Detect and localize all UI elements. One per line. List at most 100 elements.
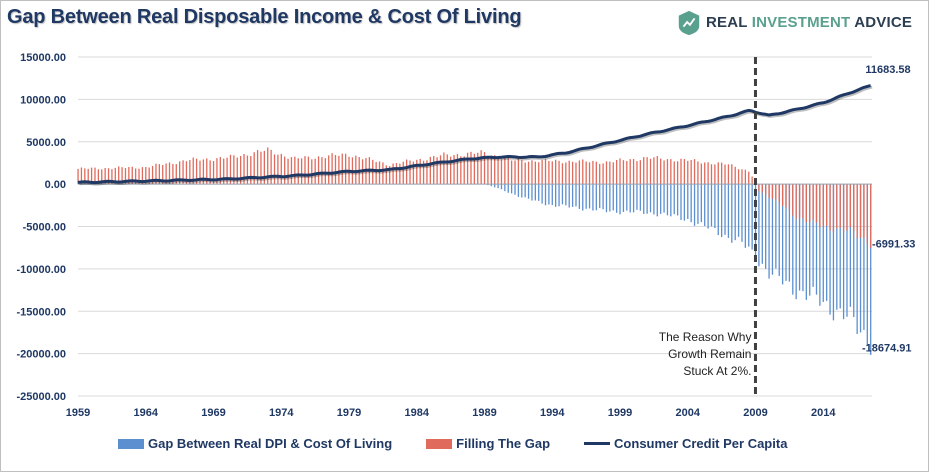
gap-bar (490, 184, 492, 187)
gap-bar (768, 184, 770, 279)
filling-bar (561, 163, 564, 185)
filling-bar (124, 168, 127, 185)
filling-bar (856, 184, 858, 238)
filling-bar (798, 184, 801, 218)
gap-bar (751, 184, 753, 250)
filling-bar (402, 161, 404, 185)
gap-bar (826, 184, 828, 301)
gap-bar (788, 184, 791, 282)
filling-bar (233, 155, 235, 185)
filling-bars (77, 147, 872, 248)
filling-bar (656, 156, 658, 185)
filling-bar (565, 162, 567, 185)
filling-bar (389, 166, 391, 185)
gap-bar (785, 184, 787, 281)
filling-bar (300, 158, 303, 185)
filling-bar (470, 151, 472, 185)
filling-bar (314, 158, 316, 185)
line-end-label: 11683.58 (865, 64, 910, 76)
filling-bar (155, 163, 157, 185)
gap-bar (676, 184, 679, 216)
gap-bar (585, 184, 587, 209)
gap-bar (548, 184, 550, 205)
gap-bar (849, 184, 852, 307)
filling-bar (219, 157, 221, 185)
x-tick-label: 2009 (743, 407, 767, 419)
filling-bar (321, 157, 323, 185)
filling-bar (781, 184, 784, 206)
legend: Gap Between Real DPI & Cost Of Living Fi… (118, 436, 787, 451)
x-tick-label: 2004 (675, 407, 700, 419)
filling-bar (846, 184, 848, 231)
filling-bar (273, 154, 276, 185)
filling-bar (541, 159, 543, 185)
filling-bar (270, 149, 272, 185)
filling-bar (429, 156, 431, 185)
filling-bar (280, 153, 282, 185)
filling-bar (433, 155, 435, 185)
filling-bar (534, 161, 536, 185)
filling-bar (324, 158, 326, 185)
filling-bar (639, 160, 642, 185)
x-tick-label: 1994 (540, 407, 565, 419)
credit-line (77, 84, 871, 185)
filling-bar (385, 165, 387, 185)
filling-bar (297, 158, 299, 185)
gap-bar (714, 184, 716, 229)
legend-item-filling: Filling The Gap (426, 436, 550, 451)
filling-bar (829, 184, 831, 231)
filling-bar (246, 155, 249, 185)
filling-bar (612, 162, 614, 185)
bull-chart-logo-icon (678, 10, 700, 36)
gap-bar (822, 184, 824, 302)
filling-bar (443, 152, 445, 185)
filling-bar (192, 157, 194, 185)
x-tick-label: 1989 (472, 407, 496, 419)
filling-bar (663, 160, 665, 185)
filling-bar (585, 161, 587, 185)
gap-bar (582, 184, 584, 211)
gap-bar (660, 184, 662, 214)
filling-bar (690, 160, 692, 185)
filling-bar (304, 156, 306, 185)
filling-bar (832, 184, 835, 233)
legend-item-gap: Gap Between Real DPI & Cost Of Living (118, 436, 392, 451)
filling-bar (307, 156, 310, 185)
gap-bar (517, 184, 520, 197)
filling-bar (609, 161, 611, 185)
filling-bar (195, 158, 198, 185)
filling-bar (768, 184, 770, 198)
filling-bar (710, 164, 713, 185)
filling-bar (439, 155, 442, 185)
filling-bar (101, 169, 103, 185)
filling-bar (660, 158, 662, 185)
filling-bar (510, 160, 513, 185)
gap-bar (653, 184, 655, 215)
filling-bar (670, 159, 672, 185)
filling-bar (582, 159, 584, 185)
credit-line-shadow (79, 85, 873, 186)
filling-bar (602, 163, 604, 185)
legend-swatch-credit (584, 442, 611, 445)
x-tick-label: 2014 (811, 407, 836, 419)
y-tick-label: 5000.00 (26, 137, 66, 149)
gap-bar (622, 184, 625, 212)
gap-bar (602, 184, 604, 210)
filling-bar (704, 162, 706, 185)
gap-bar (775, 184, 777, 269)
filling-bar (619, 158, 621, 185)
filling-bar (517, 158, 520, 185)
gap-bar (507, 184, 509, 193)
gap-bar (765, 184, 767, 269)
x-tick-label: 1959 (66, 407, 90, 419)
y-tick-label: 0.00 (45, 179, 66, 191)
gap-bar (687, 184, 689, 220)
filling-bar (473, 153, 476, 185)
gap-bar (819, 184, 821, 306)
filling-bar (375, 161, 377, 185)
filling-bar (182, 160, 184, 185)
filling-bar (409, 160, 411, 185)
filling-bar (788, 184, 791, 210)
credit-line-group (77, 84, 873, 186)
filling-bar (294, 156, 296, 185)
